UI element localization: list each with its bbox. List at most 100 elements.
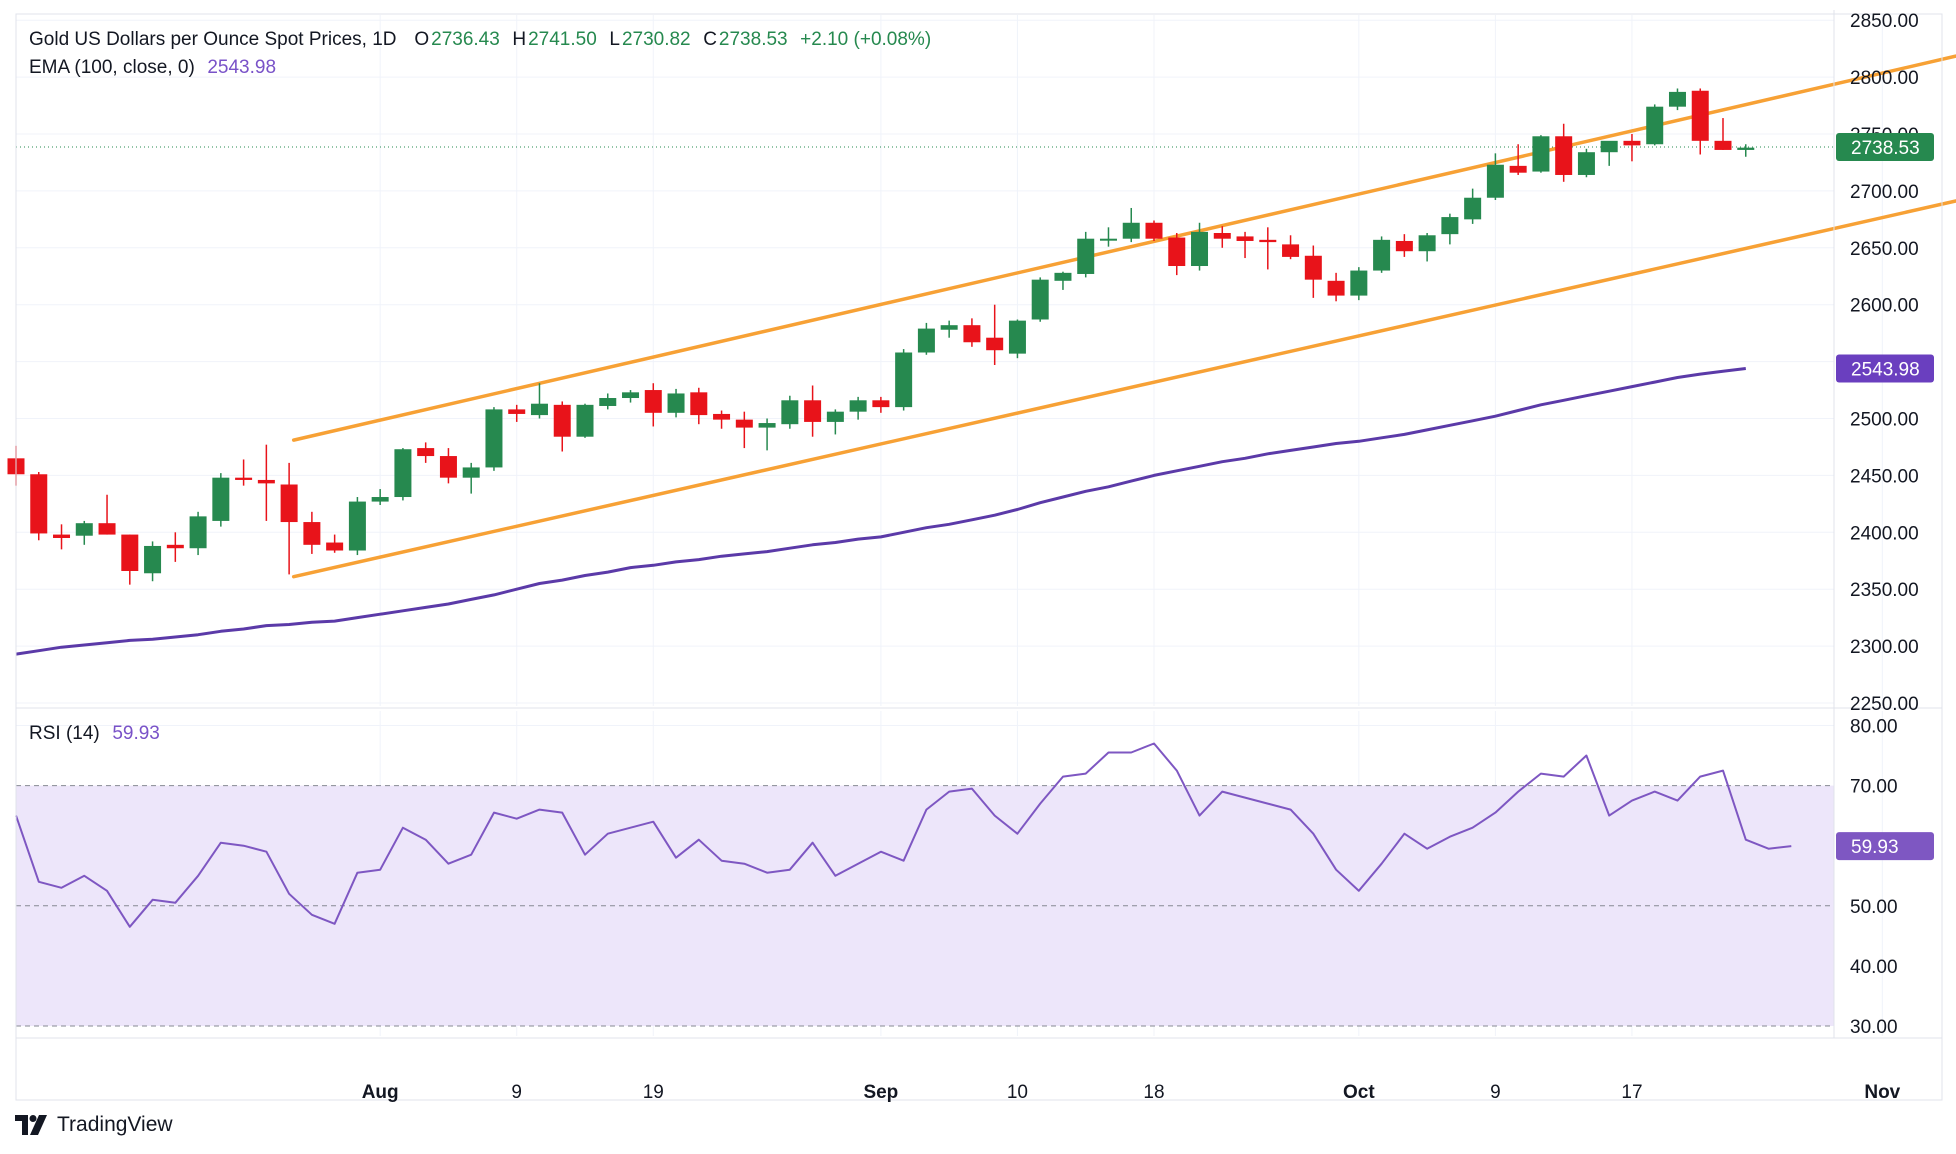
candle-body [1668,91,1686,107]
candle-body [1486,164,1504,198]
price-tick-label: 2600.00 [1850,296,1919,317]
rsi-tick-label: 40.00 [1850,957,1898,978]
candle [940,320,958,338]
candle-body [1191,231,1209,267]
candle [917,322,935,355]
candle-body [212,477,230,521]
candle [530,383,548,419]
candle [1600,140,1618,166]
candle-body [1008,320,1026,354]
candle [1577,148,1595,178]
candle [417,442,435,463]
candle [735,411,753,449]
candle-body [485,409,503,468]
rsi-bands [16,785,1834,1027]
ema-legend-label: EMA (100, close, 0) [29,57,195,78]
candle [485,407,503,471]
candle-body [1737,147,1755,150]
price-tick-label: 2350.00 [1850,580,1919,601]
rsi-legend-label: RSI (14) [29,723,100,744]
candle-body [826,411,844,422]
rsi-badge-label: 59.93 [1851,837,1899,858]
outer-frame [15,13,1943,1101]
price-tick-label: 2700.00 [1850,182,1919,203]
candle-body [53,534,71,538]
candle-body [508,409,526,414]
candle-body [872,400,890,408]
candle [1304,245,1322,298]
last-price-badge-label: 2738.53 [1851,138,1920,159]
candle [98,494,116,535]
price-tick-label: 2250.00 [1850,694,1919,715]
candle [189,511,207,556]
candle [644,383,662,427]
price-tick-label: 2450.00 [1850,466,1919,487]
time-tick-label: 17 [1621,1082,1642,1103]
candle [576,403,594,438]
candle-body [986,337,1004,351]
rsi-legend: RSI (14) 59.93 [29,720,162,747]
candle [963,318,981,347]
ohlc-legend: Gold US Dollars per Ounce Spot Prices, 1… [29,26,933,53]
low-value: 2730.82 [621,29,691,50]
ema-legend: EMA (100, close, 0) 2543.98 [29,54,278,81]
candle [849,396,867,420]
candle [1623,134,1641,162]
candle-body [1577,152,1595,175]
candle-body [804,400,822,422]
candle [1395,234,1413,257]
candle [1282,235,1300,260]
candle-body [439,456,457,478]
brand[interactable]: TradingView [15,1113,173,1137]
price-tick-label: 2400.00 [1850,523,1919,544]
candle [30,471,48,541]
candle-body [1691,90,1709,141]
candle-body [257,479,275,484]
price-tick-label: 2650.00 [1850,239,1919,260]
candle [1145,220,1163,241]
time-tick-label: 9 [1490,1082,1501,1103]
ema-badge: 2543.98 [1836,354,1934,383]
candle-body [667,393,685,413]
candle-body [895,352,913,408]
candle [1168,233,1186,276]
candle-body [1395,240,1413,252]
candle-body [1464,197,1482,220]
candle [508,404,526,422]
time-tick-label: 18 [1143,1082,1164,1103]
high-label: H [512,29,527,50]
candle [1691,88,1709,155]
candle-body [644,390,662,413]
candle [1509,144,1527,175]
candle [1373,236,1391,273]
candle [75,520,93,545]
last-price-badge: 2738.53 [1836,133,1934,162]
candle-body [144,545,162,574]
candle-body [1646,106,1664,145]
candle [303,511,321,554]
candle-body [1236,236,1254,241]
candle-body [1600,140,1618,153]
ema-badge-label: 2543.98 [1851,359,1920,380]
candle [1668,88,1686,111]
candle [1350,267,1368,301]
price-badges: 2738.53 2543.98 59.93 [1836,133,1934,861]
candle-body [576,404,594,437]
candle-body [1441,217,1459,235]
candle-body [1623,140,1641,146]
candle [1054,271,1072,290]
candle [326,534,344,553]
candle [599,393,617,410]
rsi-badge-bg [1836,832,1934,861]
chart-frame [15,10,1943,1101]
last-price-badge-bg [1836,133,1934,162]
rsi-legend-value: 59.93 [112,723,160,744]
candle [212,473,230,527]
ema-badge-bg [1836,354,1934,383]
symbol-title: Gold US Dollars per Ounce Spot Prices, 1… [29,29,397,50]
candle [1555,123,1573,182]
candle [826,409,844,435]
candle-body [166,544,184,549]
time-tick-label: 9 [511,1082,522,1103]
